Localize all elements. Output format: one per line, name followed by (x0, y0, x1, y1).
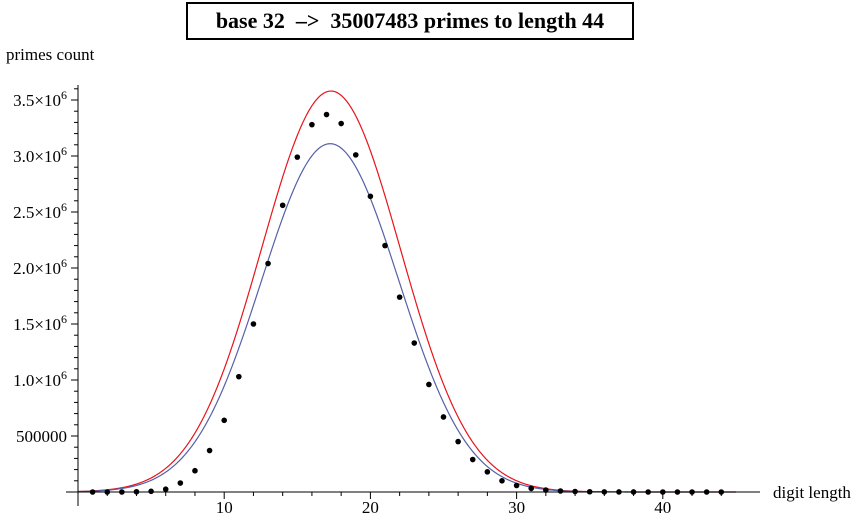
data-point (250, 321, 257, 327)
data-point (572, 488, 578, 495)
data-point (440, 414, 447, 420)
data-point (367, 193, 374, 200)
data-point (294, 154, 301, 160)
x-tick-label: 20 (362, 498, 379, 517)
y-tick-label: 1.5×106 (13, 312, 67, 334)
data-point (192, 467, 198, 474)
data-point (455, 438, 461, 445)
data-point (162, 486, 169, 493)
data-point (426, 381, 432, 388)
data-point (513, 482, 520, 489)
data-point (236, 373, 242, 380)
x-tick-label: 40 (654, 498, 671, 517)
x-tick-label: 30 (508, 498, 525, 517)
data-point (469, 456, 476, 463)
y-tick-label: 500000 (16, 427, 67, 446)
data-point (323, 111, 330, 118)
data-point (265, 260, 271, 267)
blue-fit-curve (77, 143, 736, 493)
data-point (309, 121, 315, 128)
axes (66, 85, 760, 506)
data-point (382, 242, 388, 249)
data-point (499, 478, 505, 484)
y-tick-label: 1.0×106 (13, 368, 67, 390)
data-point (338, 120, 344, 127)
y-tick-label: 3.5×106 (13, 88, 67, 110)
data-point (221, 417, 227, 424)
data-point (177, 480, 184, 486)
data-point (352, 152, 359, 158)
red-fit-curve (77, 90, 736, 493)
data-point (396, 294, 403, 300)
data-points (89, 111, 725, 495)
data-point (484, 469, 491, 475)
x-tick-label: 10 (216, 498, 233, 517)
y-tick-label: 2.5×106 (13, 200, 67, 222)
x-ticks: 10 20 30 40 (106, 492, 722, 517)
y-axis-label: primes count (6, 45, 95, 64)
chart-title: base 32 –> 35007483 primes to length 44 (186, 2, 634, 40)
data-point (557, 488, 564, 494)
y-ticks: 500000 1.0×106 1.5×106 2.0×106 2.5×106 3.0×10… (13, 88, 78, 482)
x-axis-label: digit length (773, 483, 851, 502)
y-tick-label: 2.0×106 (13, 256, 67, 278)
y-tick-label: 3.0×106 (13, 144, 67, 166)
data-point (543, 487, 549, 493)
data-point (411, 340, 418, 346)
data-point (528, 485, 535, 492)
fit-curves (77, 90, 736, 493)
data-point (279, 202, 286, 209)
data-point (206, 447, 213, 454)
data-point (148, 488, 154, 495)
